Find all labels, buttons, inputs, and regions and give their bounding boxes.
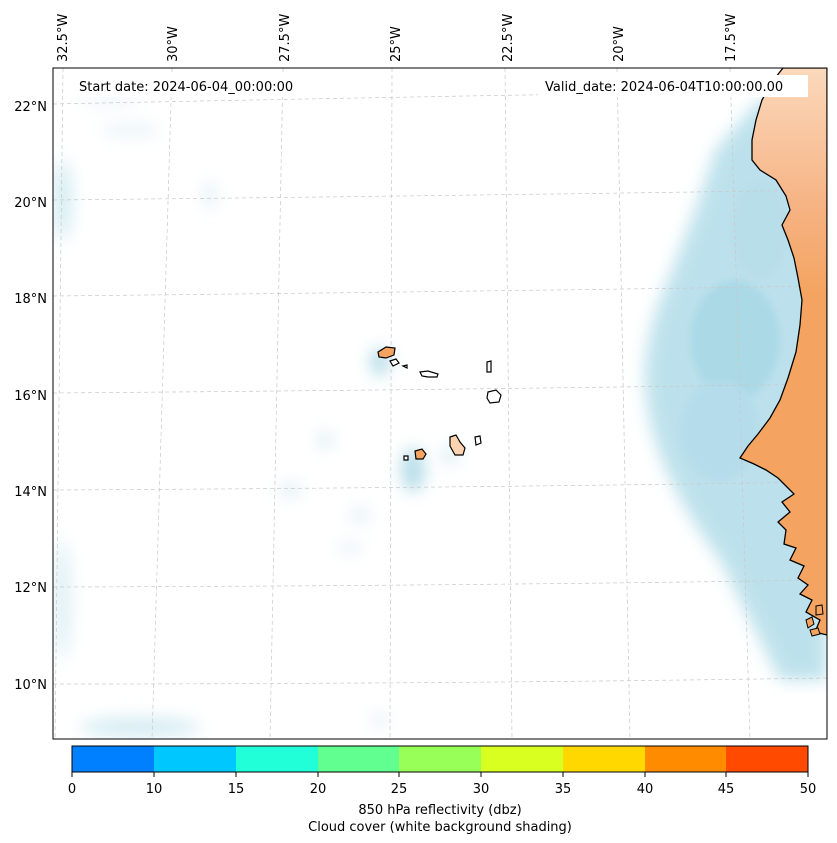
sal-island	[486, 360, 492, 373]
colorbar-tick-50: 50	[800, 782, 817, 797]
valid-date-text: Valid_date: 2024-06-04T10:00:00.00	[545, 80, 783, 95]
colorbar-segment-6	[563, 746, 645, 772]
colorbar: 0 10 15 20 25 30 35 40 45 50 850 hPa ref…	[68, 745, 816, 835]
colorbar-ticks	[71, 772, 809, 777]
start-date-box: Start date: 2024-06-04_00:00:00	[72, 75, 316, 97]
lat-label-14n: 14°N	[14, 485, 47, 500]
colorbar-segment-4	[399, 746, 481, 772]
colorbar-tick-45: 45	[718, 782, 735, 797]
africa-landmass	[739, 68, 827, 636]
colorbar-tick-40: 40	[637, 782, 654, 797]
santiago-island	[449, 434, 466, 456]
start-date-text: Start date: 2024-06-04_00:00:00	[79, 80, 293, 95]
colorbar-tick-0: 0	[68, 782, 76, 797]
sao-vicente-island	[389, 358, 400, 367]
fogo-island	[414, 448, 427, 460]
lon-label-20w: 20°W	[612, 26, 627, 62]
lon-label-25w: 25°W	[389, 26, 404, 62]
lat-label-22n: 22°N	[14, 100, 47, 115]
bissagos-islands	[805, 604, 824, 637]
lat-label-16n: 16°N	[14, 389, 47, 404]
colorbar-tick-35: 35	[555, 782, 572, 797]
colorbar-tick-25: 25	[391, 782, 408, 797]
lat-label-10n: 10°N	[14, 678, 47, 693]
lon-label-22-5w: 22.5°W	[501, 14, 516, 62]
colorbar-segment-5	[481, 746, 563, 772]
boa-vista-island	[486, 389, 502, 404]
cape-verde-islands	[377, 346, 502, 461]
colorbar-tick-15: 15	[228, 782, 245, 797]
colorbar-sublabel: Cloud cover (white background shading)	[308, 820, 572, 835]
lat-label-20n: 20°N	[14, 196, 47, 211]
brava-island	[403, 455, 409, 461]
colorbar-segment-2	[236, 746, 318, 772]
colorbar-segment-1	[154, 746, 236, 772]
lon-label-17-5w: 17.5°W	[724, 14, 739, 62]
lon-label-32-5w: 32.5°W	[56, 14, 71, 62]
santa-luzia-island	[401, 364, 408, 369]
valid-date-box: Valid_date: 2024-06-04T10:00:00.00	[538, 75, 808, 97]
gridlines	[53, 68, 827, 739]
longitude-labels: 32.5°W 30°W 27.5°W 25°W 22.5°W 20°W 17.5…	[56, 14, 739, 62]
colorbar-frame	[71, 745, 809, 773]
colorbar-tick-20: 20	[310, 782, 327, 797]
latitude-labels: 22°N 20°N 18°N 16°N 14°N 12°N 10°N	[14, 100, 47, 693]
lon-label-27-5w: 27.5°W	[278, 14, 293, 62]
maio-island	[474, 435, 482, 446]
colorbar-tick-labels: 0 10 15 20 25 30 35 40 45 50	[68, 782, 816, 797]
lat-label-18n: 18°N	[14, 292, 47, 307]
lat-label-12n: 12°N	[14, 581, 47, 596]
colorbar-label: 850 hPa reflectivity (dbz)	[358, 803, 521, 818]
colorbar-segment-8	[726, 746, 808, 772]
colorbar-segment-0	[72, 746, 154, 772]
colorbar-segment-7	[645, 746, 726, 772]
colorbar-segment-3	[318, 746, 399, 772]
sao-nicolau-island	[419, 370, 439, 378]
colorbar-tick-30: 30	[473, 782, 490, 797]
map-panel: Start date: 2024-06-04_00:00:00 Valid_da…	[52, 67, 828, 740]
lon-label-30w: 30°W	[166, 26, 181, 62]
colorbar-tick-10: 10	[146, 782, 163, 797]
santo-antao-island	[377, 346, 396, 359]
map-frame	[52, 67, 828, 740]
